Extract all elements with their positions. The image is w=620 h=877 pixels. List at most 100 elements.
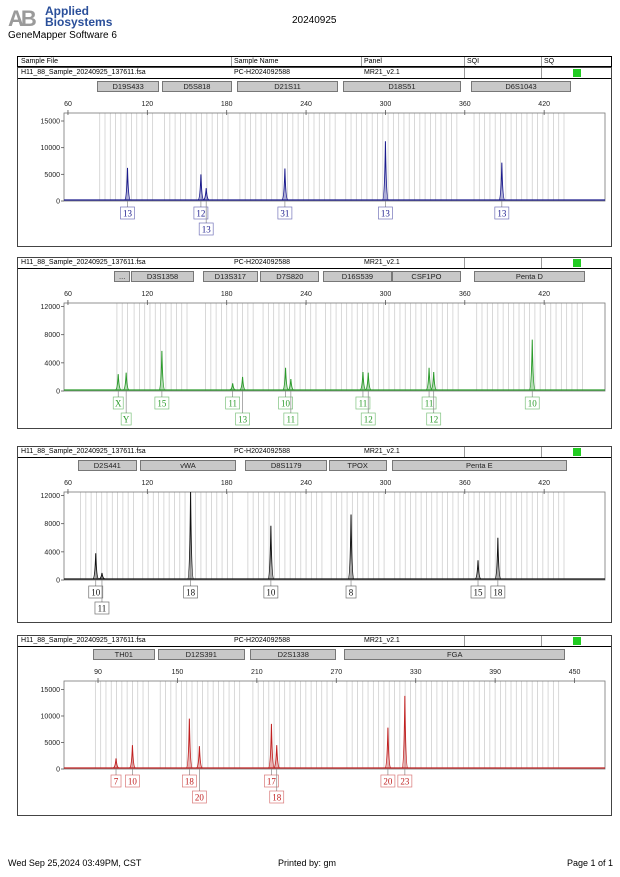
electropherogram-panel: H11_88_Sample_20240925_137611.fsa PC-H202… <box>17 446 612 623</box>
peak <box>185 718 193 769</box>
peak <box>425 367 433 391</box>
locus-bar[interactable]: D5S818 <box>161 81 232 92</box>
electropherogram-plot: 60 120 180 240 300 360 420 0 5000 10000 15000 13 12 1… <box>41 101 606 236</box>
locus-bar[interactable]: TH01 <box>92 649 155 660</box>
allele-label-box <box>355 396 371 410</box>
locus-bar[interactable]: D12S391 <box>157 649 245 660</box>
sample-info-row: H11_88_Sample_20240925_137611.fsa PC-H202… <box>18 636 611 647</box>
locus-bar[interactable]: D21S11 <box>237 81 338 92</box>
allele-label-box <box>235 412 250 426</box>
allele-label: 13 <box>123 209 133 219</box>
allele-label-box <box>88 585 104 599</box>
sample-name: PC-H2024092588 <box>234 69 291 76</box>
locus-bar[interactable]: Penta E <box>392 460 567 471</box>
allele-label: 20 <box>195 793 205 803</box>
allele-label-box <box>269 790 285 804</box>
plot-frame <box>63 112 606 202</box>
allele-label: 31 <box>280 209 289 219</box>
peak <box>98 572 106 580</box>
locus-bar[interactable]: FGA <box>344 649 566 660</box>
allele-label-box <box>94 601 110 615</box>
allele-label: 11 <box>425 399 434 409</box>
peak <box>112 758 120 769</box>
sample-name: PC-H2024092588 <box>234 259 291 266</box>
sq-status-indicator <box>573 69 581 77</box>
y-tick-label: 0 <box>56 199 60 206</box>
allele-label: 12 <box>429 415 438 425</box>
x-tick-label: 150 <box>172 669 184 676</box>
locus-bar[interactable]: CSF1PO <box>392 271 461 282</box>
electropherogram-panel: H11_88_Sample_20240925_137611.fsa PC-H202… <box>17 635 612 816</box>
peak <box>267 525 275 580</box>
x-tick-label: 60 <box>64 291 72 298</box>
allele-label: 11 <box>359 399 368 409</box>
peak <box>359 371 367 391</box>
allele-label-box <box>490 585 506 599</box>
y-tick-label: 4000 <box>44 549 60 556</box>
allele-label-box <box>494 206 510 220</box>
x-tick-label: 300 <box>380 101 392 108</box>
peak <box>123 167 131 201</box>
locus-bar[interactable]: D7S820 <box>260 271 320 282</box>
col-sample-name: Sample Name <box>234 58 279 65</box>
locus-bar[interactable]: Penta D <box>474 271 585 282</box>
x-tick-label: 120 <box>141 101 153 108</box>
x-tick-label: 180 <box>221 480 233 487</box>
y-tick-label: 12000 <box>41 493 61 500</box>
x-tick-label: 240 <box>300 291 312 298</box>
locus-bar[interactable]: D13S317 <box>202 271 258 282</box>
locus-bar[interactable]: D3S1358 <box>131 271 194 282</box>
applied-biosystems-logo: AB Applied Biosystems <box>8 4 118 31</box>
electropherogram-plot: 90 150 210 270 330 390 450 0 5000 10000 15000 7 10 18… <box>41 669 606 804</box>
peak <box>273 745 280 769</box>
peak <box>196 746 203 769</box>
x-tick-label: 60 <box>64 101 72 108</box>
peak <box>384 727 392 769</box>
y-tick-label: 8000 <box>44 332 60 339</box>
y-tick-label: 5000 <box>44 172 60 179</box>
allele-label-box <box>426 412 442 426</box>
allele-label: 10 <box>528 399 538 409</box>
report-title: 20240925 <box>292 15 337 26</box>
locus-bar[interactable]: D2S1338 <box>250 649 337 660</box>
panel-name: MR21_v2.1 <box>364 69 400 76</box>
locus-bar[interactable]: D6S1043 <box>471 81 571 92</box>
allele-label-box <box>125 774 140 788</box>
locus-bar[interactable]: D2S441 <box>77 460 137 471</box>
peak <box>430 371 437 391</box>
allele-label-box <box>378 206 393 220</box>
allele-label: Y <box>123 415 130 425</box>
locus-bar[interactable]: vWA <box>140 460 236 471</box>
allele-label: 15 <box>474 588 484 598</box>
allele-label-box <box>380 774 396 788</box>
x-tick-label: 420 <box>538 480 550 487</box>
allele-label-box <box>470 585 486 599</box>
locus-bar[interactable]: D8S1179 <box>245 460 328 471</box>
allele-label: 10 <box>281 399 291 409</box>
allele-label: 10 <box>91 588 101 598</box>
locus-bar[interactable]: TPOX <box>328 460 387 471</box>
allele-label: 11 <box>287 415 296 425</box>
locus-bar[interactable]: ... <box>114 271 131 282</box>
peak <box>203 188 210 201</box>
allele-label: 7 <box>114 777 119 787</box>
electropherogram-panel: H11_88_Sample_20240925_137611.fsa PC-H202… <box>17 257 612 429</box>
peak <box>197 174 205 201</box>
y-tick-label: 5000 <box>44 740 60 747</box>
locus-bar[interactable]: D16S539 <box>322 271 393 282</box>
sample-file: H11_88_Sample_20240925_137611.fsa <box>21 448 146 455</box>
locus-bar[interactable]: D19S433 <box>97 81 160 92</box>
allele-label-box <box>345 585 357 599</box>
electropherogram-plot: 60 120 180 240 300 360 420 0 4000 8000 12000 XY 15 11… <box>41 291 606 426</box>
allele-label-box <box>182 774 197 788</box>
peak <box>528 339 536 391</box>
x-tick-label: 120 <box>141 291 153 298</box>
allele-label: 8 <box>349 588 354 598</box>
locus-bar[interactable]: D18S51 <box>343 81 461 92</box>
sample-file: H11_88_Sample_20240925_137611.fsa <box>21 69 146 76</box>
allele-label: 13 <box>238 415 248 425</box>
allele-label-box <box>110 774 122 788</box>
allele-label: 18 <box>185 777 195 787</box>
allele-label-box <box>120 412 132 426</box>
allele-label: 23 <box>400 777 410 787</box>
